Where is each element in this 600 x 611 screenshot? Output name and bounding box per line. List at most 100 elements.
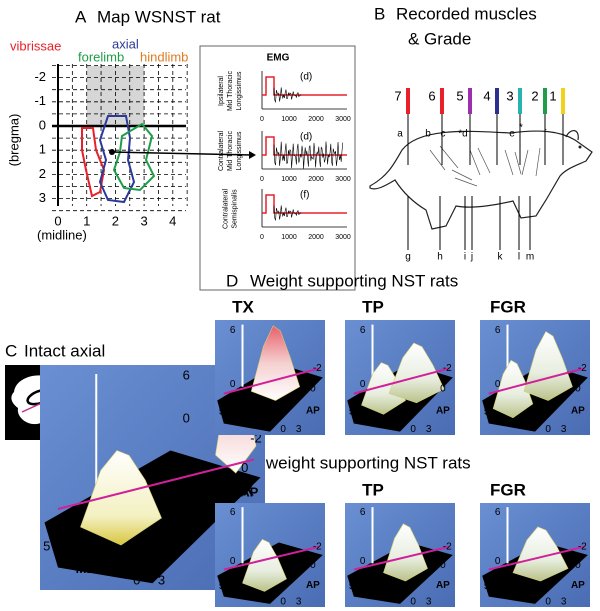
muscle-letter: f — [544, 129, 547, 140]
surface-tick: 0 — [230, 556, 236, 567]
surface-tick: 3 — [561, 596, 567, 607]
time-tick-label: 0 — [260, 234, 264, 241]
stim-pulse — [262, 194, 347, 214]
electrode — [561, 88, 565, 114]
surface-tick: -2 — [313, 541, 322, 552]
surface-tick: 0 — [545, 424, 551, 435]
muscle-letter: *d — [458, 129, 467, 140]
stim-pulse — [262, 76, 347, 96]
muscle-name: Longissimus — [236, 71, 243, 110]
x-tick-label: 1 — [83, 213, 90, 228]
time-tick-label: 1000 — [281, 116, 297, 123]
surface-tick: 0 — [280, 424, 286, 435]
arrow-head — [249, 151, 256, 159]
emg-box — [199, 45, 356, 291]
surface-tick: 6 — [230, 325, 236, 336]
y-tick-label: 0 — [39, 117, 46, 132]
surface-axis-label: ML — [230, 414, 244, 425]
surface-tick: 0 — [360, 556, 366, 567]
muscle-name: Mid Thoracic — [227, 71, 234, 111]
x-tick-label: 3 — [140, 213, 147, 228]
emg-trace — [273, 87, 302, 103]
section-line — [353, 545, 450, 571]
surface-axis-label: AP — [306, 405, 320, 416]
panel-label: D — [226, 271, 238, 290]
surface-tick: 6 — [495, 325, 501, 336]
panel-title: Recorded muscles — [396, 4, 537, 23]
surface-tick: -2 — [578, 363, 587, 374]
response-surface — [361, 362, 406, 415]
surface-tick: 0 — [310, 560, 316, 571]
surface-tick: 6 — [360, 507, 366, 518]
time-tick-label: 3000 — [335, 234, 351, 241]
x-axis-label: (midline) — [37, 227, 87, 242]
surface-axis-label: ML — [76, 561, 95, 576]
section-line — [223, 545, 320, 571]
surface-tick: 0 — [410, 424, 416, 435]
surface-axis-label: AP — [306, 580, 320, 591]
surface-tick: 0 — [360, 379, 366, 390]
time-tick-label: 2000 — [308, 116, 324, 123]
surface-tick: 0 — [545, 596, 551, 607]
grade-number: 1 — [549, 88, 556, 103]
time-tick-label: 0 — [260, 176, 264, 183]
surface-tick: 0 — [495, 556, 501, 567]
grade-number: 6 — [428, 88, 435, 103]
surface-tick: 3 — [426, 424, 432, 435]
time-tick-label: 0 — [260, 116, 264, 123]
x-tick-label: 0 — [54, 213, 61, 228]
electrode — [543, 88, 547, 114]
grade-number: 5 — [456, 88, 463, 103]
surface-tick: -2 — [250, 431, 262, 446]
panel-title: & Grade — [408, 29, 471, 48]
electrode — [495, 88, 499, 114]
section-line — [223, 367, 320, 395]
surface-tick: 5 — [484, 407, 490, 418]
response-surface — [383, 523, 428, 582]
y-tick-label: 2 — [39, 166, 46, 181]
surface-tick: 5 — [219, 407, 225, 418]
panel-title: Weight supporting NST rats — [250, 271, 458, 290]
muscle-letter: * — [519, 123, 523, 134]
surface-tick: 5 — [484, 581, 490, 592]
electrode — [406, 88, 410, 114]
surface-tick: 0 — [440, 384, 446, 395]
grade-number: 3 — [506, 88, 513, 103]
surface-tick: -2 — [578, 541, 587, 552]
response-surface — [242, 539, 287, 592]
emg-trace — [273, 205, 302, 221]
panel-title: Non weight supporting NST rats — [230, 453, 471, 472]
rat-ear — [565, 130, 579, 141]
time-tick-label: 3000 — [335, 116, 351, 123]
surface-tick: -2 — [443, 541, 452, 552]
surface-tick: 0 — [310, 384, 316, 395]
surface-tick: 5 — [219, 581, 225, 592]
time-tick-label: 2000 — [308, 176, 324, 183]
electrode — [468, 88, 472, 114]
surface-tick: 0 — [440, 560, 446, 571]
response-surface — [512, 526, 569, 582]
plot-title: TX — [232, 480, 254, 499]
forelimb-zone — [112, 122, 156, 192]
time-tick-label: 1000 — [281, 234, 297, 241]
surface-tick: 6 — [230, 507, 236, 518]
surface-axis-label: AP — [571, 405, 585, 416]
time-tick-label: 3000 — [335, 176, 351, 183]
grade-number: 4 — [483, 88, 490, 103]
surface-tick: 5 — [349, 581, 355, 592]
panel-label: A — [75, 7, 87, 26]
muscle-letter: i — [464, 252, 466, 263]
x-tick-label: 4 — [169, 213, 176, 228]
time-tick-label: 1000 — [281, 176, 297, 183]
surface-axis-label: AP — [436, 405, 450, 416]
section-line — [488, 367, 585, 395]
surface-tick: 0 — [183, 410, 190, 425]
surface-tick: 3 — [296, 596, 302, 607]
surface-tick: 0 — [575, 560, 581, 571]
legend-entry: vibrissae — [10, 38, 61, 53]
surface-axis-label: ML — [495, 414, 509, 425]
legend-entry: forelimb — [78, 49, 124, 64]
muscle-letter: j — [470, 252, 473, 263]
surface-tick: 6 — [495, 507, 501, 518]
